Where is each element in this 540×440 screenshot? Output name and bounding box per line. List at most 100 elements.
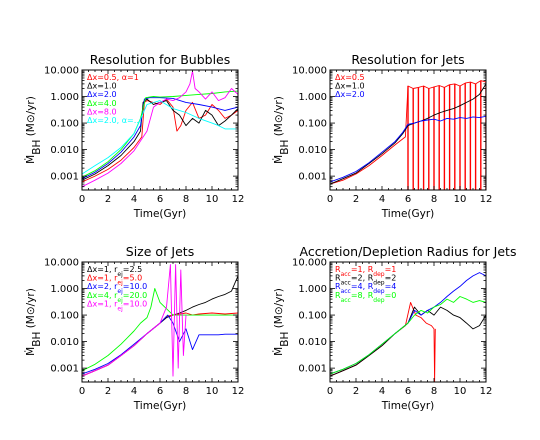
x-tick-label: 12 bbox=[480, 194, 493, 205]
x-tick-label: 0 bbox=[79, 386, 85, 397]
y-tick-label: 1.000 bbox=[298, 284, 327, 295]
x-tick-label: 4 bbox=[379, 194, 385, 205]
x-tick-label: 10 bbox=[206, 386, 219, 397]
series-line-3 bbox=[82, 314, 238, 375]
y-tick-label: 10.000 bbox=[292, 66, 327, 77]
x-tick-label: 6 bbox=[157, 386, 163, 397]
x-tick-label: 8 bbox=[431, 194, 437, 205]
x-tick-label: 8 bbox=[183, 194, 189, 205]
x-tick-label: 10 bbox=[206, 194, 219, 205]
x-tick-label: 10 bbox=[454, 194, 467, 205]
chart-title: Resolution for Bubbles bbox=[90, 52, 231, 67]
series-group bbox=[330, 80, 486, 190]
legend-entry-2: Δx=1, rej=5.0 bbox=[87, 274, 142, 287]
chart-title: Size of Jets bbox=[126, 244, 194, 259]
panel-2: 0 2 4 6 8 10 12 0.001 0.010 0.100 1.000 10.000 Resol… bbox=[272, 52, 492, 220]
x-tick-label: 12 bbox=[232, 194, 245, 205]
series-line-1 bbox=[330, 80, 486, 185]
x-tick-label: 8 bbox=[183, 386, 189, 397]
legend-entry-5: Δx=1, rej=10.0 bbox=[87, 299, 147, 312]
chart-title: Accretion/Depletion Radius for Jets bbox=[300, 244, 517, 259]
series-line-3 bbox=[330, 115, 486, 183]
series-line-3 bbox=[82, 97, 238, 180]
panel-4: 0 2 4 6 8 10 12 0.001 0.010 0.100 1.000 10.000Accre… bbox=[272, 244, 516, 412]
y-tick-label: 0.100 bbox=[298, 119, 327, 130]
y-tick-label: 0.001 bbox=[298, 364, 327, 375]
y-tick-label: 1.000 bbox=[50, 284, 79, 295]
x-tick-label: 2 bbox=[105, 194, 111, 205]
y-tick-label: 0.010 bbox=[298, 337, 327, 348]
panel-3: 0 2 4 6 8 10 12 0.001 0.010 0.100 1.000 10.000 Size … bbox=[24, 244, 244, 412]
series-group bbox=[82, 70, 238, 188]
legend-entry-1: Racc=1, Rdep=1 bbox=[335, 265, 396, 278]
x-tick-label: 0 bbox=[327, 194, 333, 205]
x-tick-label: 4 bbox=[131, 194, 137, 205]
x-axis-label: Time(Gyr) bbox=[133, 208, 187, 220]
x-tick-label: 10 bbox=[454, 386, 467, 397]
y-tick-label: 0.100 bbox=[50, 311, 79, 322]
y-tick-label: 0.010 bbox=[50, 337, 79, 348]
series-line-5 bbox=[82, 70, 238, 188]
legend-entry-4: Racc=8, Rdep=0 bbox=[335, 291, 396, 304]
series-line-6 bbox=[82, 100, 238, 175]
chart-title: Resolution for Jets bbox=[351, 52, 464, 67]
legend-entry-5: Δx=8.0 bbox=[87, 107, 117, 116]
series-group bbox=[330, 272, 486, 382]
legend-entry-3: Racc=4, Rdep=4 bbox=[335, 282, 396, 295]
x-tick-label: 6 bbox=[157, 194, 163, 205]
y-axis-label: ṀBH (M⊙/yr) bbox=[272, 96, 291, 164]
legend-entry-2: Δx=1.0 bbox=[87, 82, 117, 91]
legend-entry-1: Δx=0.5, α=1 bbox=[87, 73, 139, 82]
legend-entry-3: Δx=2.0 bbox=[335, 90, 365, 99]
legend-entry-6: Δx=2.0, α=… bbox=[87, 116, 142, 125]
x-tick-label: 12 bbox=[232, 386, 245, 397]
y-tick-label: 10.000 bbox=[292, 258, 327, 269]
series-line-5 bbox=[82, 264, 187, 377]
y-tick-label: 0.010 bbox=[50, 145, 79, 156]
series-line-2 bbox=[82, 98, 238, 181]
legend-entry-2: Racc=2, Rdep=2 bbox=[335, 274, 396, 287]
y-axis-label: ṀBH (M⊙/yr) bbox=[24, 96, 43, 164]
series-group bbox=[82, 264, 238, 377]
y-tick-label: 1.000 bbox=[298, 92, 327, 103]
x-axis-label: Time(Gyr) bbox=[381, 400, 435, 412]
y-tick-label: 1.000 bbox=[50, 92, 79, 103]
x-tick-label: 2 bbox=[105, 386, 111, 397]
x-axis-label: Time(Gyr) bbox=[381, 208, 435, 220]
x-tick-label: 6 bbox=[405, 194, 411, 205]
x-tick-label: 0 bbox=[327, 386, 333, 397]
y-axis-label: ṀBH (M⊙/yr) bbox=[24, 288, 43, 356]
legend-entry-3: Δx=2, rej=10.0 bbox=[87, 282, 147, 295]
x-tick-label: 2 bbox=[353, 194, 359, 205]
x-tick-label: 4 bbox=[379, 386, 385, 397]
legend-entry-4: Δx=4, rej=20.0 bbox=[87, 291, 147, 304]
y-tick-label: 10.000 bbox=[44, 258, 79, 269]
series-line-4 bbox=[82, 288, 238, 372]
x-tick-label: 12 bbox=[480, 386, 493, 397]
series-line-1 bbox=[82, 98, 238, 183]
legend-entry-3: Δx=2.0 bbox=[87, 90, 117, 99]
x-tick-label: 6 bbox=[405, 386, 411, 397]
y-axis-label: ṀBH (M⊙/yr) bbox=[272, 288, 291, 356]
x-tick-label: 0 bbox=[79, 194, 85, 205]
series-line-2 bbox=[330, 83, 486, 185]
y-tick-label: 0.100 bbox=[298, 311, 327, 322]
legend-entry-1: Δx=1, rej=2.5 bbox=[87, 265, 142, 278]
series-line-4 bbox=[330, 296, 486, 375]
legend-entry-1: Δx=0.5 bbox=[335, 73, 365, 82]
series-line-4 bbox=[82, 90, 238, 178]
y-tick-label: 0.010 bbox=[298, 145, 327, 156]
y-tick-label: 10.000 bbox=[44, 66, 79, 77]
legend-entry-4: Δx=4.0 bbox=[87, 99, 117, 108]
y-tick-label: 0.001 bbox=[50, 364, 79, 375]
y-tick-label: 0.001 bbox=[50, 172, 79, 183]
y-tick-label: 0.100 bbox=[50, 119, 79, 130]
x-tick-label: 2 bbox=[353, 386, 359, 397]
x-tick-label: 8 bbox=[431, 386, 437, 397]
legend-entry-2: Δx=1.0 bbox=[335, 82, 365, 91]
series-line-2 bbox=[330, 306, 486, 377]
y-tick-label: 0.001 bbox=[298, 172, 327, 183]
x-tick-label: 4 bbox=[131, 386, 137, 397]
